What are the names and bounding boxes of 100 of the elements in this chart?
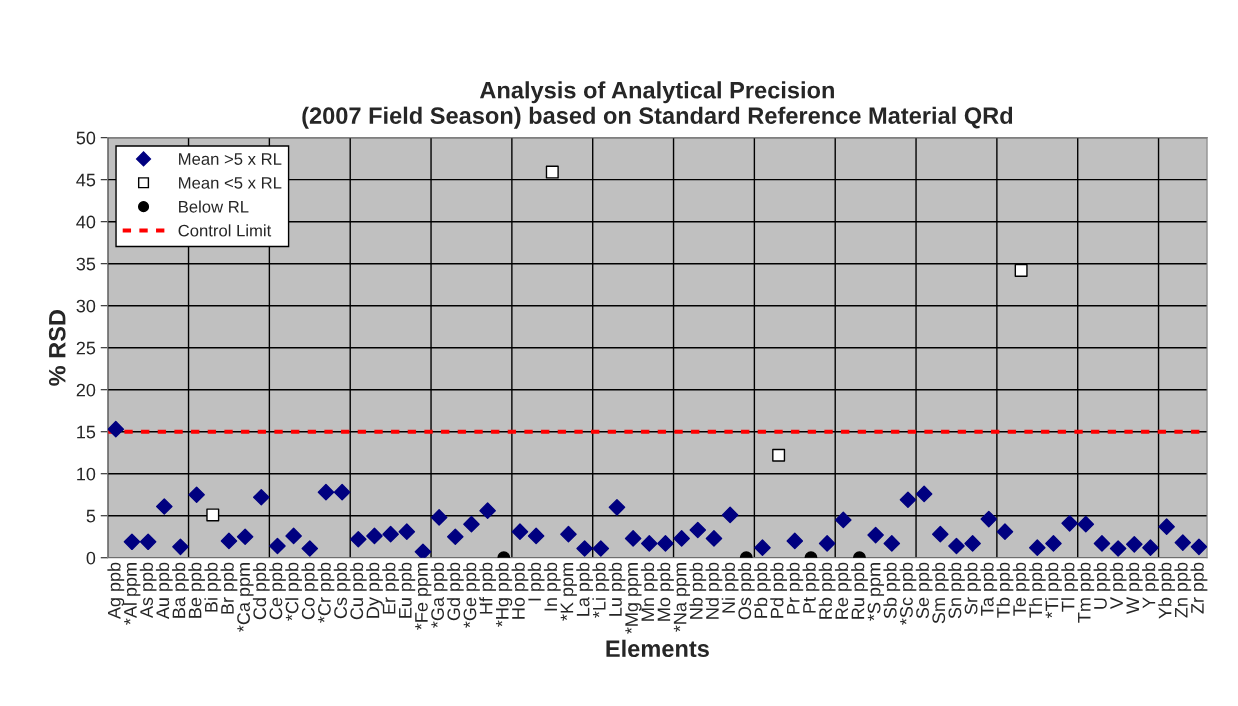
point	[1061, 514, 1078, 532]
point	[1093, 535, 1111, 552]
x-tick-label: Ba ppb	[172, 562, 189, 618]
x-tick-label: Tb ppb	[996, 562, 1014, 618]
x-tick-label: Zn ppb	[1174, 562, 1192, 618]
x-tick-label: W ppb	[1125, 562, 1143, 615]
x-tick-label: Re ppb	[834, 562, 852, 619]
point	[285, 527, 302, 545]
point	[818, 535, 836, 552]
x-tick-label: Bi ppb	[204, 562, 222, 612]
y-tick-label: 25	[76, 341, 96, 355]
chart-title: Analysis of Analytical Precision (2007 Field Season) based on Standard Reference Material QRd	[302, 81, 1013, 129]
y-tick-label: 35	[76, 257, 96, 271]
point	[624, 530, 642, 547]
point	[705, 530, 723, 547]
point	[1028, 539, 1046, 556]
point	[964, 535, 981, 552]
x-tick-label: Sm ppb	[931, 562, 949, 624]
point	[657, 535, 674, 552]
x-tick-label: *Ti ppb	[1045, 562, 1062, 619]
point	[155, 498, 173, 515]
y-tick-label: 50	[76, 131, 96, 145]
point	[123, 533, 141, 551]
legend-label: Mean >5 x RL	[179, 153, 282, 165]
x-tick-label: Mo ppb	[657, 562, 674, 621]
y-tick-label: 45	[76, 173, 96, 187]
x-tick-label: Nd ppb	[705, 562, 723, 619]
x-tick-label: Pd ppb	[770, 562, 788, 618]
x-tick-label: *K ppm	[560, 563, 577, 621]
x-tick-label: *Mg ppm	[625, 563, 642, 634]
point	[139, 533, 157, 551]
x-tick-label: Dy ppb	[366, 562, 383, 618]
legend-label: Control Limit	[178, 224, 272, 237]
x-tick-label: Th ppb	[1028, 562, 1046, 618]
x-tick-label: V ppb	[1109, 562, 1127, 610]
legend-label: Mean <5 x RL	[179, 177, 282, 189]
x-tick-label: *Sc ppb	[899, 562, 917, 625]
x-tick-label: I ppb	[527, 562, 545, 601]
point	[673, 530, 690, 547]
x-tick-label: Zr ppb	[1190, 562, 1208, 614]
x-tick-label: Au ppb	[155, 562, 173, 620]
x-tick-label: *Cr ppb	[317, 562, 335, 623]
x-tick-label: Pt ppb	[802, 562, 820, 613]
point	[398, 523, 416, 540]
x-tick-label: Sb ppb	[883, 562, 901, 619]
point	[349, 530, 367, 548]
point	[592, 540, 610, 557]
x-tick-label: Er ppb	[382, 562, 400, 614]
x-tick-label: *Al ppm	[123, 563, 141, 625]
x-tick-label: Y ppb	[1142, 562, 1159, 609]
point	[511, 523, 529, 540]
x-tick-label: Tm ppb	[1077, 562, 1095, 623]
point	[545, 165, 559, 179]
y-tick-label: 15	[77, 425, 96, 439]
point	[1077, 515, 1095, 533]
point	[834, 511, 852, 529]
point	[252, 488, 270, 506]
point	[899, 491, 917, 509]
x-tick-label: *Fe ppm	[415, 563, 432, 630]
point	[301, 540, 319, 557]
point	[107, 420, 125, 438]
point	[689, 521, 707, 539]
point	[867, 526, 884, 544]
point	[1125, 535, 1143, 553]
x-tick-label: Ho ppb	[511, 562, 529, 619]
point	[333, 483, 351, 501]
x-tick-label: Cs ppb	[333, 562, 351, 619]
point	[1142, 539, 1159, 556]
x-tick-label: Co ppb	[301, 562, 319, 620]
point	[317, 483, 335, 501]
point	[1045, 535, 1062, 552]
x-tick-label: Br ppb	[220, 562, 238, 614]
y-tick-label: 5	[86, 509, 96, 523]
x-tick-label: Ni ppb	[721, 562, 739, 613]
y-axis-title: % RSD	[48, 310, 66, 386]
x-tick-label: Os ppb	[737, 562, 755, 620]
legend-label: Below RL	[179, 200, 249, 213]
x-tick-label: *Li ppb	[592, 562, 610, 618]
point	[948, 537, 965, 555]
point	[188, 486, 205, 504]
point	[883, 535, 901, 552]
point	[1014, 263, 1028, 277]
x-tick-label: Cu ppb	[349, 562, 367, 620]
y-tick-label: 30	[76, 299, 96, 313]
point	[172, 538, 189, 556]
x-tick-label: U ppb	[1093, 562, 1111, 609]
point	[366, 527, 383, 545]
point	[446, 528, 464, 546]
point	[560, 525, 577, 543]
x-tick-label: Hf ppb	[479, 562, 497, 614]
point	[721, 506, 739, 524]
x-tick-label: Se ppb	[915, 562, 933, 619]
x-tick-label: In ppb	[543, 562, 561, 611]
point	[430, 509, 448, 526]
point	[640, 535, 658, 552]
point	[980, 510, 998, 528]
point	[463, 515, 480, 533]
y-tick-label: 10	[77, 467, 96, 481]
x-tick-label: Pb ppb	[754, 562, 771, 618]
x-tick-label: Gd ppb	[446, 562, 464, 621]
